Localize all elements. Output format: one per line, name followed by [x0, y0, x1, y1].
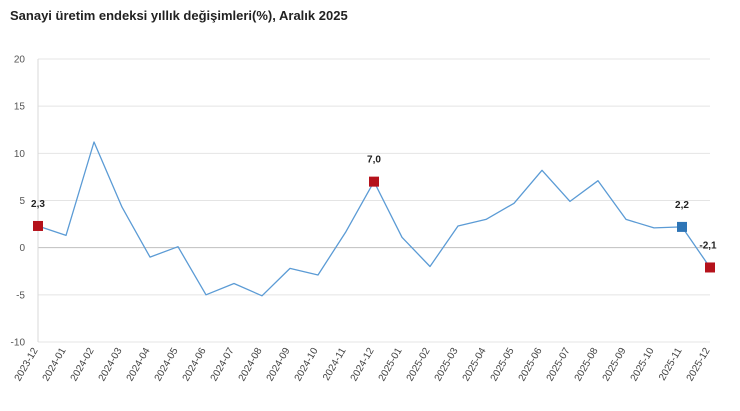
data-label: -2,1 [699, 240, 717, 251]
x-tick-label: 2024-10 [293, 346, 321, 384]
x-tick-label: 2024-12 [349, 346, 377, 384]
y-tick-label: 20 [14, 55, 26, 66]
y-tick-label: 0 [19, 243, 25, 254]
x-tick-label: 2025-09 [601, 346, 629, 384]
x-tick-label: 2025-05 [489, 346, 517, 384]
highlight-marker [369, 176, 379, 187]
x-tick-label: 2024-11 [321, 346, 349, 383]
y-axis-ticks: 20 15 10 5 0 -5 -10 [11, 55, 26, 349]
y-tick-label: -10 [11, 338, 26, 349]
x-axis-ticks: 2023-12 2024-01 2024-02 2024-03 2024-04 2024-… [13, 346, 713, 384]
x-tick-label: 2025-07 [545, 346, 573, 384]
highlight-marker [705, 262, 715, 273]
x-tick-label: 2025-06 [517, 346, 545, 384]
x-tick-label: 2024-03 [97, 346, 125, 384]
y-tick-label: 15 [14, 102, 26, 113]
x-tick-label: 2025-02 [405, 346, 433, 384]
highlight-marker [677, 221, 687, 232]
x-tick-label: 2024-01 [41, 346, 69, 384]
x-tick-label: 2025-11 [657, 346, 685, 383]
data-label: 7,0 [367, 155, 381, 166]
x-tick-label: 2024-02 [69, 346, 97, 384]
highlight-layer: 2,3 7,0 2,2 -2,1 [31, 155, 717, 273]
data-label: 2,3 [31, 199, 45, 210]
x-tick-label: 2025-10 [629, 346, 657, 384]
x-tick-label: 2025-01 [377, 346, 405, 384]
x-tick-label: 2025-12 [685, 346, 713, 384]
y-tick-label: 10 [14, 149, 26, 160]
x-tick-label: 2024-07 [209, 346, 237, 384]
x-tick-label: 2024-06 [181, 346, 209, 384]
x-tick-label: 2023-12 [13, 346, 41, 384]
x-tick-label: 2024-08 [237, 346, 265, 384]
highlight-marker [33, 220, 43, 231]
grid-layer [37, 58, 710, 343]
y-tick-label: 5 [19, 196, 25, 207]
x-tick-label: 2024-04 [125, 346, 153, 384]
x-tick-label: 2024-05 [153, 346, 181, 384]
data-label: 2,2 [675, 200, 689, 211]
x-tick-label: 2025-03 [433, 346, 461, 384]
y-tick-label: -5 [16, 290, 25, 301]
x-tick-label: 2025-08 [573, 346, 601, 384]
chart-title: Sanayi üretim endeksi yıllık değişimleri… [10, 8, 348, 23]
x-tick-label: 2024-09 [265, 346, 293, 384]
x-tick-label: 2025-04 [461, 346, 489, 384]
